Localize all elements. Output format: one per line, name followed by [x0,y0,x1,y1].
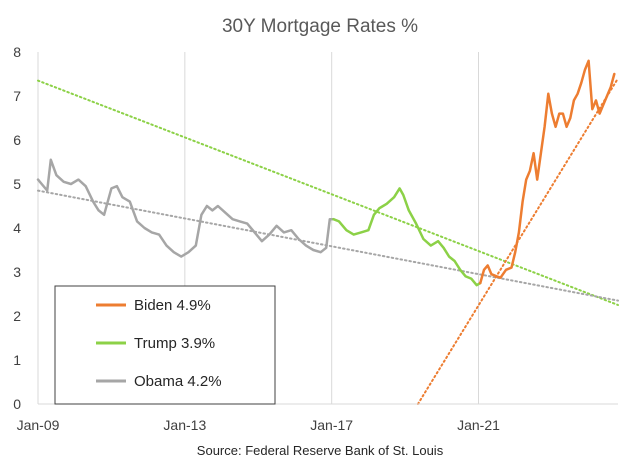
series-line-trump-3-9 [332,187,482,287]
series-line-obama-4-2 [36,158,335,258]
y-tick-label: 2 [13,308,21,324]
x-tick-label: Jan-17 [310,417,353,433]
y-tick-label: 8 [13,44,21,60]
y-tick-label: 7 [13,88,21,104]
x-tick-label: Jan-21 [457,417,500,433]
y-tick-label: 1 [13,352,21,368]
x-tick-label: Jan-09 [17,417,60,433]
trendline-obama-4-2 [37,189,619,302]
series-line-biden-4-9 [479,59,616,285]
legend: Biden 4.9% Trump 3.9% Obama 4.2% [54,285,276,405]
y-tick-label: 6 [13,132,21,148]
legend-label-obama-4-2: Obama 4.2% [134,373,222,390]
legend-box [54,285,276,405]
y-tick-label: 4 [13,220,21,236]
trendline-trump-3-9 [37,79,619,306]
x-tick-label: Jan-13 [163,417,206,433]
x-tick-labels: Jan-09 Jan-13 Jan-17 Jan-21 [17,417,501,433]
y-tick-labels: 0 1 2 3 4 5 6 7 8 [13,44,21,412]
series-lines [36,59,616,287]
legend-label-biden-4-9: Biden 4.9% [134,297,211,314]
y-tick-label: 0 [13,396,21,412]
y-tick-label: 5 [13,176,21,192]
chart-source: Source: Federal Reserve Bank of St. Loui… [196,443,444,458]
chart-title: 30Y Mortgage Rates % [221,16,419,37]
y-tick-label: 3 [13,264,21,280]
legend-label-trump-3-9: Trump 3.9% [134,335,215,352]
